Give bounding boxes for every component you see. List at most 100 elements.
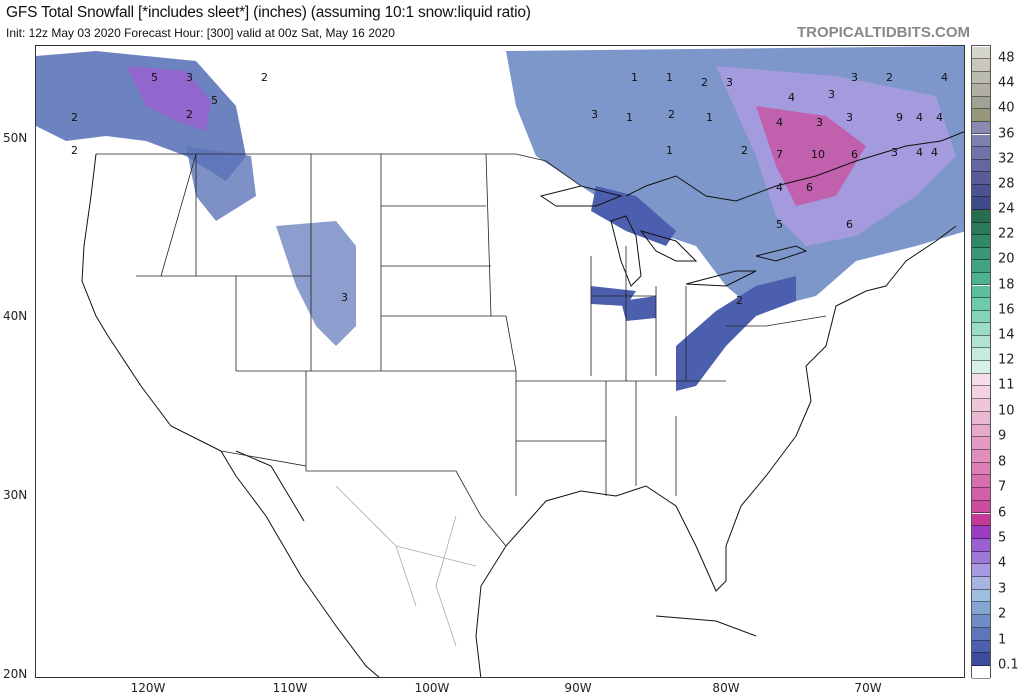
contour-label: 3 (341, 291, 348, 304)
snow-area-in (621, 296, 656, 321)
us-canada-border (96, 153, 582, 187)
colorbar-label: 4 (998, 555, 1007, 571)
colorbar-segment (972, 424, 990, 438)
colorbar-label: 6 (998, 505, 1007, 520)
contour-label: 3 (591, 108, 598, 121)
contour-label: 6 (846, 218, 853, 231)
contour-label: 5 (151, 71, 158, 84)
contour-label: 5 (211, 94, 218, 107)
colorbar-label: 48 (998, 50, 1015, 66)
mexico-states (335, 485, 477, 647)
colorbar-segment (972, 247, 990, 261)
snow-area-quebec-heavy (756, 106, 866, 206)
colorbar-segment (972, 298, 990, 311)
lon-label: 120W (130, 681, 166, 695)
state-borders (96, 153, 827, 647)
contour-label: 4 (776, 181, 783, 194)
colorbar-segment (972, 121, 990, 135)
colorbar-label: 5 (998, 530, 1007, 546)
lon-label: 90W (564, 681, 592, 695)
colorbar-segment (972, 589, 990, 603)
contour-label: 1 (666, 144, 673, 157)
map-subtitle: Init: 12z May 03 2020 Forecast Hour: [30… (6, 26, 395, 40)
contour-label: 3 (186, 71, 193, 84)
colorbar-segment (972, 147, 990, 160)
colorbar-segment (972, 627, 990, 641)
colorbar-segment (972, 411, 990, 425)
north-america-coastline (81, 131, 964, 677)
colorbar-segment (972, 602, 990, 616)
colorbar-segment (972, 272, 990, 286)
contour-label: 2 (886, 71, 893, 84)
contour-label: 1 (666, 71, 673, 84)
contour-label: 9 (896, 111, 903, 124)
contour-label: 6 (806, 181, 813, 194)
contour-label: 3 (891, 146, 898, 159)
contour-label: 2 (668, 108, 675, 121)
colorbar-label: 32 (998, 151, 1015, 167)
colorbar-segment (972, 386, 990, 400)
colorbar-segment (972, 666, 990, 679)
colorbar-label: 11 (998, 377, 1015, 393)
snowfall-areas (36, 46, 964, 391)
colorbar-segment (972, 500, 990, 514)
snow-area-idaho (186, 146, 256, 221)
contour-label: 2 (261, 71, 268, 84)
colorbar-segment (972, 134, 990, 148)
coastlines (81, 131, 964, 677)
colorbar-segment (972, 449, 990, 463)
colorbar-label: 28 (998, 176, 1015, 192)
colorbar-segment (972, 653, 990, 666)
contour-label: 3 (816, 116, 823, 129)
us-mexico-border (220, 450, 507, 547)
colorbar-label: 0.1 (998, 657, 1019, 673)
colorbar-label: 14 (998, 327, 1015, 343)
contour-label: 6 (851, 148, 858, 161)
colorbar-segment (972, 184, 990, 198)
colorbar-label: 2 (998, 606, 1007, 622)
lon-label: 110W (272, 681, 308, 695)
contour-label: 4 (916, 111, 923, 124)
contour-label: 4 (788, 91, 795, 104)
colorbar-segment (972, 513, 990, 527)
colorbar-segment (972, 475, 990, 489)
contour-label: 1 (631, 71, 638, 84)
contour-label: 4 (931, 146, 938, 159)
colorbar-segment (972, 172, 990, 185)
colorbar-segment (972, 361, 990, 374)
colorbar-label: 3 (998, 581, 1007, 597)
snow-area-appalachian (676, 276, 796, 391)
colorbar-segment (972, 210, 990, 223)
colorbar-segment (972, 260, 990, 273)
colorbar-segment (972, 197, 990, 210)
colorbar-segment (972, 335, 990, 349)
contour-label: 3 (851, 71, 858, 84)
map-canvas: 5 322 1 123 12 31 24 33 244 3 3 9 47 10 64 645 624322534… (36, 46, 964, 677)
colorbar-label: 9 (998, 428, 1007, 444)
contour-label: 7 (776, 148, 783, 161)
colorbar-segment (972, 222, 990, 236)
colorbar-segment (972, 564, 990, 578)
colorbar-label: 10 (998, 403, 1015, 419)
colorbar-segment (972, 159, 990, 173)
lat-label: 40N (3, 309, 28, 323)
colorbar-segment (972, 71, 990, 85)
colorbar-label: 22 (998, 226, 1015, 242)
colorbar-segment (972, 323, 990, 336)
colorbar-label: 7 (998, 479, 1007, 495)
lon-label: 80W (712, 681, 740, 695)
contour-label: 4 (916, 146, 923, 159)
lat-label: 20N (3, 667, 28, 681)
colorbar-segment (972, 47, 990, 59)
colorbar-segment (972, 538, 990, 552)
snowfall-map: 5 3 2 2 1 1 2 3 1 2 3 1 2 4 3 3 2 4 4 3 3 9 4 7 10 6 4 6 4 5 6 2 4 3 2 2 5 3 4… (35, 45, 965, 678)
colorbar-segment (972, 577, 990, 590)
contour-label: 2 (741, 144, 748, 157)
colorbar-segment (972, 640, 990, 654)
colorbar-label: 36 (998, 126, 1015, 141)
contour-label: 4 (776, 116, 783, 129)
contour-label: 10 (811, 148, 825, 161)
florida-keys (655, 615, 757, 637)
colorbar-label: 44 (998, 75, 1015, 91)
colorbar-segment (972, 109, 990, 122)
